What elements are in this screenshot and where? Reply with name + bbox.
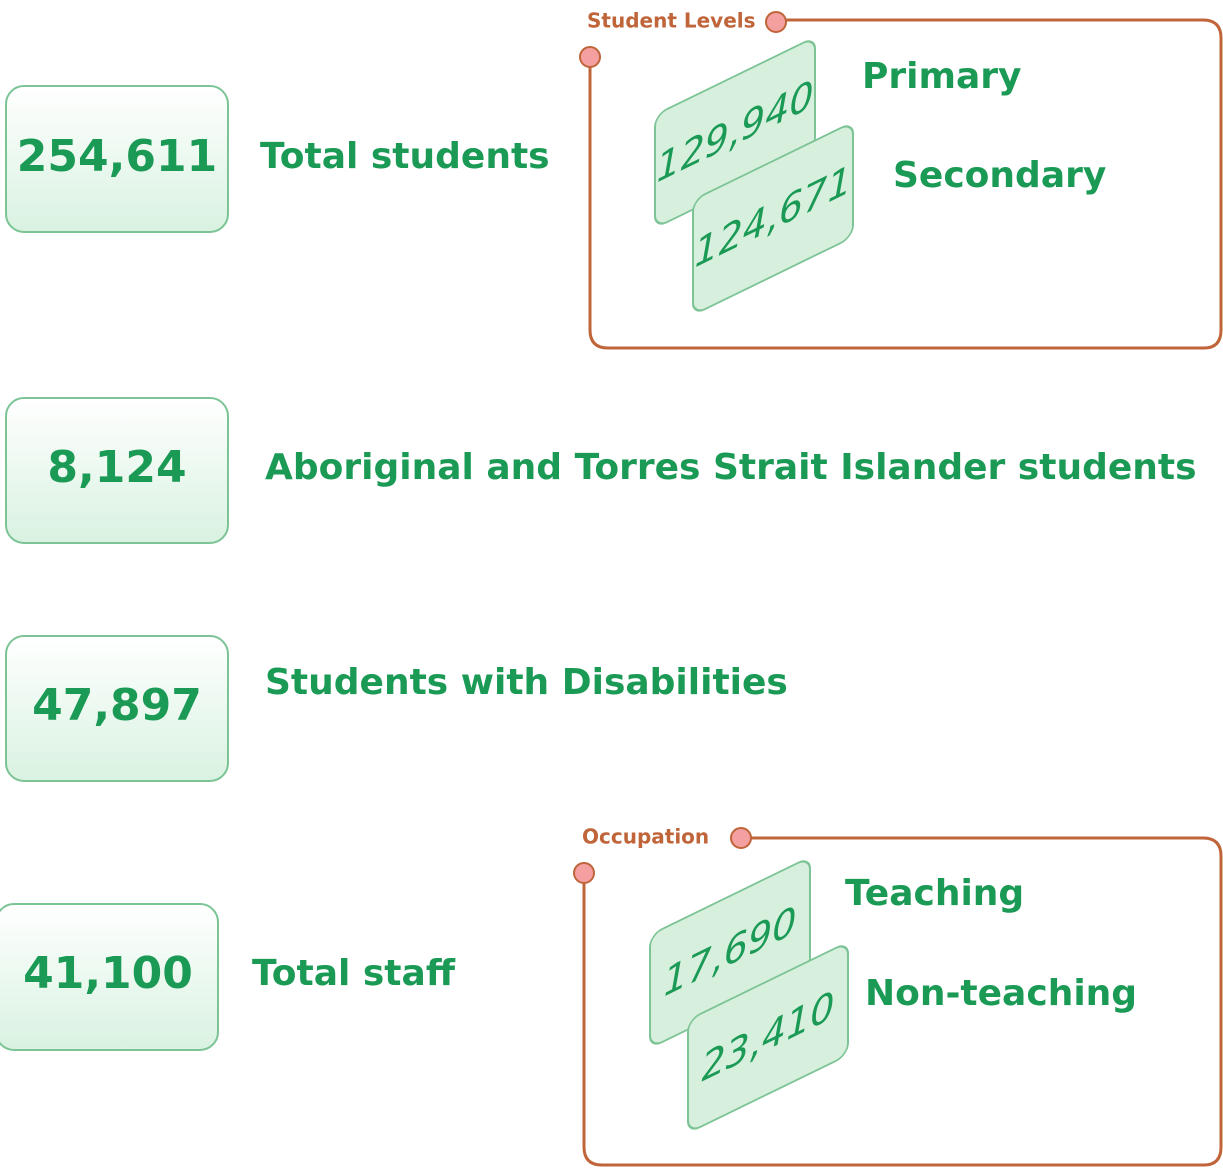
- stat-box: [5, 397, 229, 544]
- item-label: Secondary: [893, 155, 1106, 196]
- stat-label: Students with Disabilities: [265, 662, 788, 703]
- stat-box: [0, 903, 219, 1051]
- card-shape: [687, 945, 849, 1130]
- stat-label: Total staff: [252, 953, 456, 994]
- item-label: Teaching: [845, 873, 1024, 914]
- item-label: Non-teaching: [865, 973, 1137, 1014]
- item-label: Primary: [862, 56, 1022, 97]
- stat-value: 8,124: [47, 442, 186, 493]
- frame-knob: [573, 862, 595, 884]
- frame-knob: [730, 827, 752, 849]
- stat-box: [5, 635, 229, 782]
- frame-knob: [765, 11, 787, 33]
- card-shape: [692, 125, 854, 312]
- card: 129,940: [654, 40, 816, 225]
- stat-value: 47,897: [32, 680, 202, 731]
- stat-label: Aboriginal and Torres Strait Islander st…: [265, 447, 1197, 488]
- group-frame: [588, 18, 1223, 350]
- group-frame: [582, 836, 1223, 1167]
- stat-box: [5, 85, 229, 233]
- stat-value: 254,611: [17, 131, 217, 182]
- frame-knob: [579, 46, 601, 68]
- group-title: Student Levels: [587, 9, 756, 33]
- stat-label: Total students: [260, 136, 550, 177]
- stat-value: 41,100: [23, 948, 193, 999]
- group-title: Occupation: [582, 825, 709, 849]
